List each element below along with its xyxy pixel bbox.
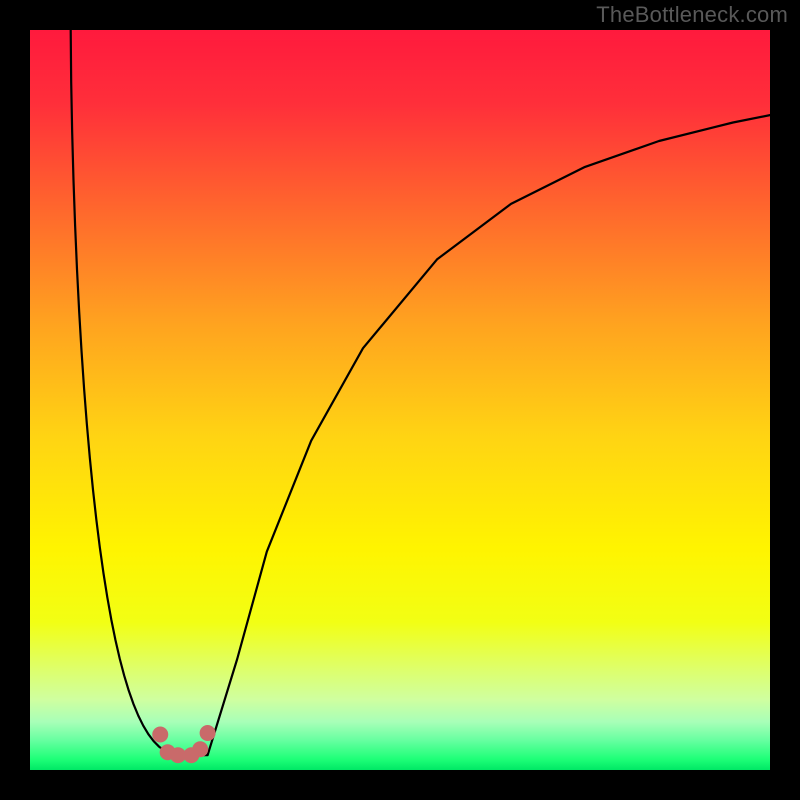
plot-area (30, 30, 770, 770)
marker-dot (152, 726, 168, 742)
chart-container: TheBottleneck.com (0, 0, 800, 800)
marker-dot (200, 725, 216, 741)
chart-svg (30, 30, 770, 770)
watermark-text: TheBottleneck.com (596, 2, 788, 28)
marker-dot (192, 741, 208, 757)
